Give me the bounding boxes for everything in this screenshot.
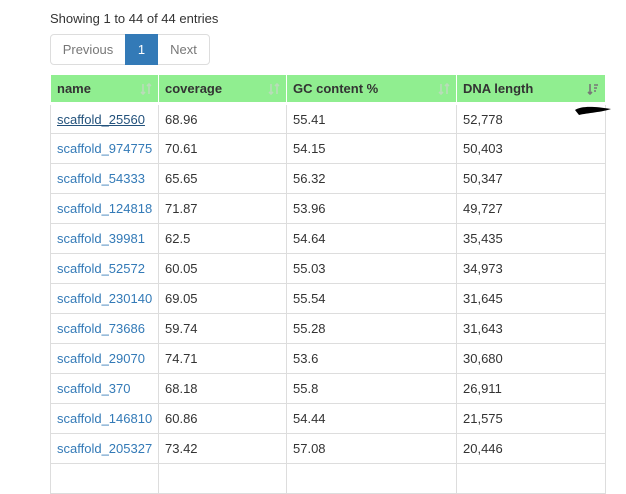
cell-coverage: 73.42 <box>158 433 287 464</box>
scaffold-link[interactable]: scaffold_39981 <box>57 231 145 246</box>
table-row: scaffold_370 68.18 55.8 26,911 <box>50 373 606 404</box>
cell-dna-length: 26,911 <box>456 373 606 404</box>
cell-dna-length: 20,446 <box>456 433 606 464</box>
table-row: scaffold_73686 59.74 55.28 31,643 <box>50 313 606 344</box>
cell-coverage: 65.65 <box>158 163 287 194</box>
cell-coverage: 62.5 <box>158 223 287 254</box>
column-header-dna-length[interactable]: DNA length <box>456 74 606 105</box>
table-row: scaffold_39981 62.5 54.64 35,435 <box>50 223 606 254</box>
cell-gc-content: 55.41 <box>286 103 457 134</box>
empty-cell <box>286 463 457 494</box>
cell-dna-length: 31,645 <box>456 283 606 314</box>
cell-name: scaffold_29070 <box>50 343 159 374</box>
cell-coverage: 74.71 <box>158 343 287 374</box>
scaffold-link[interactable]: scaffold_205327 <box>57 441 153 456</box>
scaffold-link[interactable]: scaffold_73686 <box>57 321 145 336</box>
cell-dna-length: 50,347 <box>456 163 606 194</box>
cell-name: scaffold_52572 <box>50 253 159 284</box>
cell-coverage: 60.86 <box>158 403 287 434</box>
table-row: scaffold_974775 70.61 54.15 50,403 <box>50 133 606 164</box>
cell-dna-length: 21,575 <box>456 403 606 434</box>
cell-coverage: 60.05 <box>158 253 287 284</box>
scaffold-link[interactable]: scaffold_54333 <box>57 171 145 186</box>
table-row <box>50 463 606 494</box>
cell-dna-length: 49,727 <box>456 193 606 224</box>
table-row: scaffold_25560 68.96 55.41 52,778 <box>50 103 606 134</box>
cell-gc-content: 57.08 <box>286 433 457 464</box>
cell-name: scaffold_974775 <box>50 133 159 164</box>
column-header-coverage[interactable]: coverage <box>158 74 287 105</box>
sort-both-icon <box>268 83 280 95</box>
sort-both-icon <box>140 83 152 95</box>
cell-name: scaffold_146810 <box>50 403 159 434</box>
cell-name: scaffold_124818 <box>50 193 159 224</box>
table-row: scaffold_124818 71.87 53.96 49,727 <box>50 193 606 224</box>
cell-gc-content: 56.32 <box>286 163 457 194</box>
table-row: scaffold_52572 60.05 55.03 34,973 <box>50 253 606 284</box>
scaffold-link[interactable]: scaffold_124818 <box>57 201 153 216</box>
cell-name: scaffold_39981 <box>50 223 159 254</box>
table-row: scaffold_29070 74.71 53.6 30,680 <box>50 343 606 374</box>
table-row: scaffold_146810 60.86 54.44 21,575 <box>50 403 606 434</box>
cell-name: scaffold_25560 <box>50 103 159 134</box>
cell-dna-length: 50,403 <box>456 133 606 164</box>
column-header-gc-content[interactable]: GC content % <box>286 74 457 105</box>
page-1-button[interactable]: 1 <box>125 34 158 65</box>
sort-descending-icon <box>587 84 598 95</box>
cell-name: scaffold_54333 <box>50 163 159 194</box>
scaffold-link[interactable]: scaffold_29070 <box>57 351 145 366</box>
cell-coverage: 70.61 <box>158 133 287 164</box>
cell-name: scaffold_230140 <box>50 283 159 314</box>
empty-cell <box>158 463 287 494</box>
cell-gc-content: 55.28 <box>286 313 457 344</box>
column-header-label: DNA length <box>463 81 534 96</box>
cell-dna-length: 34,973 <box>456 253 606 284</box>
cell-gc-content: 55.54 <box>286 283 457 314</box>
cursor-smudge <box>575 106 611 115</box>
sort-both-icon <box>438 83 450 95</box>
cell-name: scaffold_73686 <box>50 313 159 344</box>
scaffold-link[interactable]: scaffold_52572 <box>57 261 145 276</box>
previous-page-button[interactable]: Previous <box>50 34 126 65</box>
cell-gc-content: 53.6 <box>286 343 457 374</box>
column-header-name[interactable]: name <box>50 74 159 105</box>
table-info-text: Showing 1 to 44 of 44 entries <box>50 11 219 26</box>
table-header-row: name coverage GC content % <box>50 74 606 105</box>
cell-gc-content: 55.8 <box>286 373 457 404</box>
cell-coverage: 71.87 <box>158 193 287 224</box>
cell-gc-content: 54.44 <box>286 403 457 434</box>
cell-gc-content: 54.15 <box>286 133 457 164</box>
cell-gc-content: 55.03 <box>286 253 457 284</box>
table-row: scaffold_54333 65.65 56.32 50,347 <box>50 163 606 194</box>
empty-cell <box>456 463 606 494</box>
pagination: Previous 1 Next <box>50 34 210 65</box>
empty-cell <box>50 463 159 494</box>
cell-coverage: 59.74 <box>158 313 287 344</box>
cell-name: scaffold_205327 <box>50 433 159 464</box>
cell-coverage: 68.96 <box>158 103 287 134</box>
scaffold-link[interactable]: scaffold_974775 <box>57 141 153 156</box>
scaffold-link[interactable]: scaffold_146810 <box>57 411 153 426</box>
cell-dna-length: 30,680 <box>456 343 606 374</box>
scaffold-link[interactable]: scaffold_230140 <box>57 291 153 306</box>
scaffold-table: name coverage GC content % <box>50 74 606 494</box>
next-page-button[interactable]: Next <box>157 34 210 65</box>
cell-dna-length: 52,778 <box>456 103 606 134</box>
column-header-label: GC content % <box>293 81 379 96</box>
column-header-label: name <box>57 81 91 96</box>
cell-coverage: 68.18 <box>158 373 287 404</box>
column-header-label: coverage <box>165 81 223 96</box>
cell-coverage: 69.05 <box>158 283 287 314</box>
cell-gc-content: 53.96 <box>286 193 457 224</box>
table-row: scaffold_230140 69.05 55.54 31,645 <box>50 283 606 314</box>
cell-dna-length: 31,643 <box>456 313 606 344</box>
scaffold-link[interactable]: scaffold_25560 <box>57 111 145 127</box>
cell-dna-length: 35,435 <box>456 223 606 254</box>
table-row: scaffold_205327 73.42 57.08 20,446 <box>50 433 606 464</box>
scaffold-link[interactable]: scaffold_370 <box>57 381 131 396</box>
cell-name: scaffold_370 <box>50 373 159 404</box>
cell-gc-content: 54.64 <box>286 223 457 254</box>
